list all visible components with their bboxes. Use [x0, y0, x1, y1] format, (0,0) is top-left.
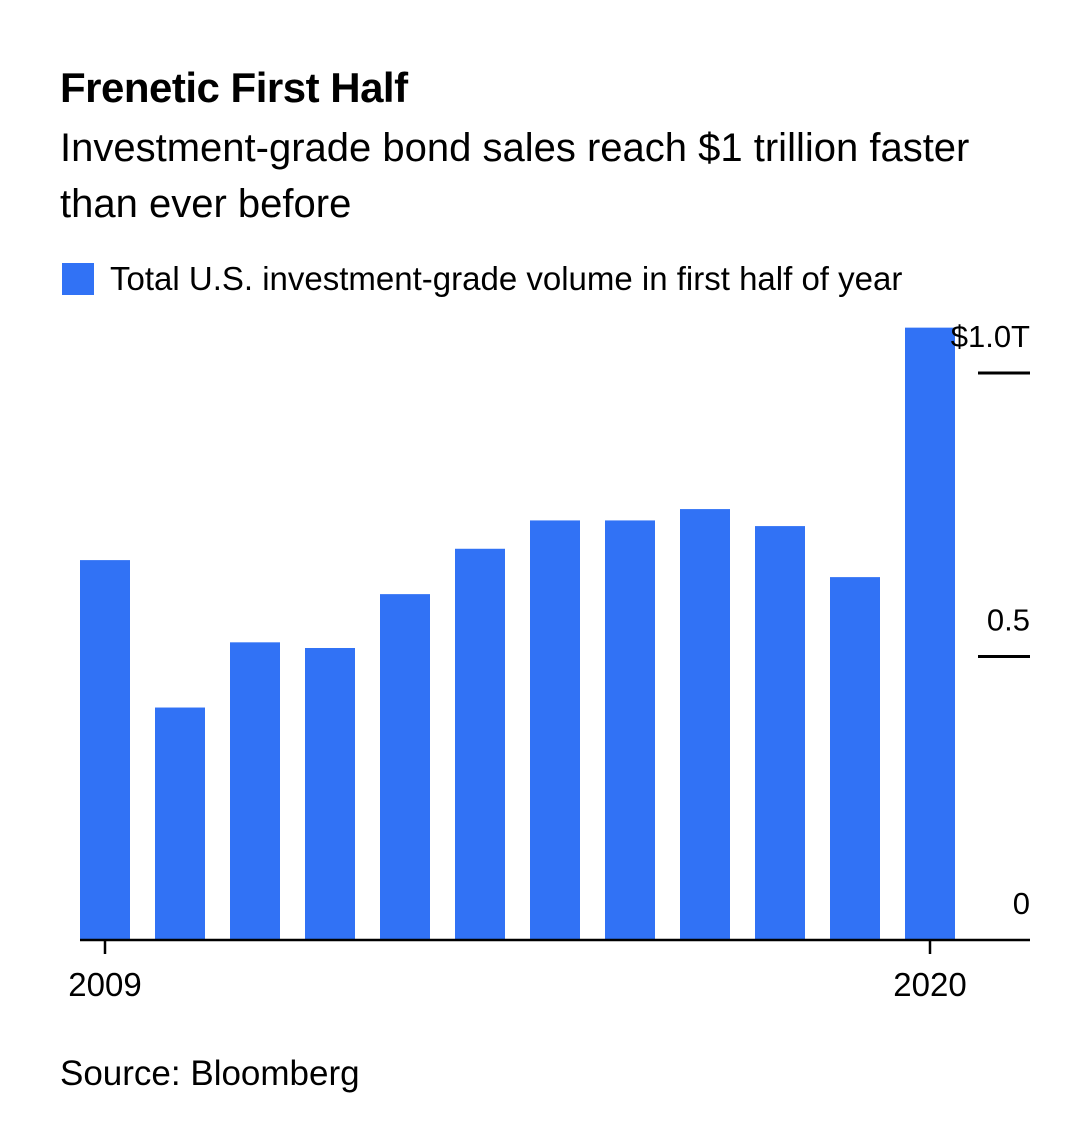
y-tick-label: 0.5 — [987, 603, 1030, 638]
bar-chart: $1.0T 0.5 0 2009 2020 — [68, 319, 1030, 1003]
chart-title: Frenetic First Half — [60, 64, 408, 111]
source-note: Source: Bloomberg — [60, 1054, 360, 1093]
bar-2019 — [830, 577, 880, 940]
legend-label: Total U.S. investment-grade volume in fi… — [110, 260, 903, 297]
bar-2014 — [455, 548, 505, 940]
bar-2016 — [605, 520, 655, 940]
bar-2010 — [155, 707, 205, 940]
bar-2015 — [530, 520, 580, 940]
chart-subtitle: Investment-grade bond sales reach $1 tri… — [60, 126, 970, 226]
bar-2009 — [80, 560, 130, 940]
bar-2013 — [380, 594, 430, 940]
bar-2020 — [905, 327, 955, 940]
y-tick-label: 0 — [1013, 886, 1030, 921]
y-tick-label: $1.0T — [951, 319, 1030, 354]
bar-2011 — [230, 642, 280, 940]
bar-2012 — [305, 647, 355, 940]
bar-2018 — [755, 526, 805, 940]
legend: Total U.S. investment-grade volume in fi… — [62, 256, 902, 302]
x-tick-label: 2009 — [68, 966, 141, 1003]
bar-2017 — [680, 509, 730, 940]
legend-swatch — [62, 263, 94, 295]
x-tick-label: 2020 — [893, 966, 966, 1003]
